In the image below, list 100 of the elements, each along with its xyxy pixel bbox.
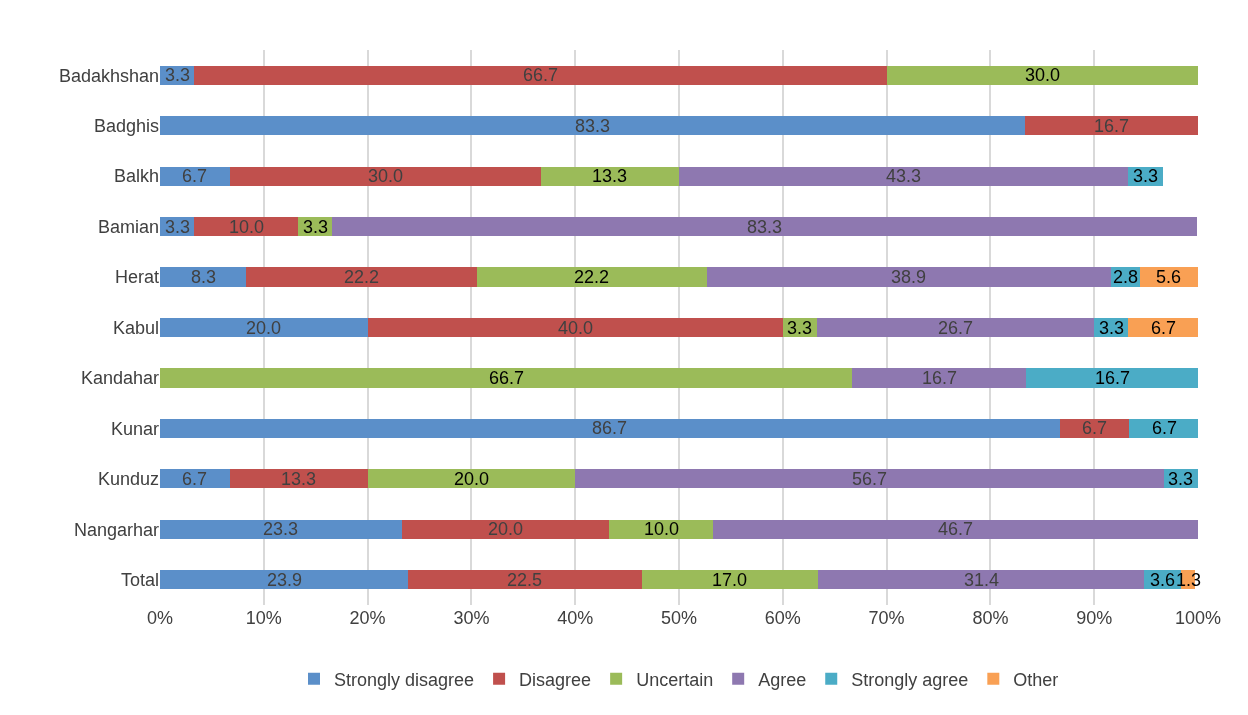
data-label: 40.0 bbox=[558, 318, 594, 338]
bar bbox=[160, 368, 853, 388]
x-tick-label: 100% bbox=[1174, 608, 1222, 628]
bar bbox=[160, 267, 247, 287]
data-label: 6.7 bbox=[182, 469, 208, 489]
bar bbox=[1025, 368, 1198, 388]
x-tick-label: 80% bbox=[972, 608, 1009, 628]
data-label: 3.3 bbox=[165, 217, 191, 237]
bar bbox=[408, 570, 642, 590]
data-label: 22.2 bbox=[574, 267, 610, 287]
data-label: 30.0 bbox=[368, 166, 404, 186]
bar bbox=[246, 267, 477, 287]
y-tick-label: Herat bbox=[114, 267, 159, 288]
y-tick-label: Badghis bbox=[93, 115, 159, 136]
data-label: 3.3 bbox=[787, 318, 813, 338]
data-label: 3.3 bbox=[1099, 318, 1125, 338]
x-tick-label: 20% bbox=[349, 608, 386, 628]
data-label: 13.3 bbox=[592, 166, 628, 186]
x-tick-label: 40% bbox=[557, 608, 594, 628]
bar bbox=[160, 418, 1060, 438]
data-label: 17.0 bbox=[712, 570, 748, 590]
data-label: 22.5 bbox=[507, 570, 543, 590]
x-tick-label: 60% bbox=[764, 608, 801, 628]
data-label: 20.0 bbox=[454, 469, 490, 489]
data-label: 16.7 bbox=[1094, 116, 1130, 136]
bar bbox=[1128, 317, 1198, 338]
x-tick-label: 90% bbox=[1076, 608, 1113, 628]
data-label: 83.3 bbox=[575, 116, 611, 136]
data-label: 66.7 bbox=[489, 368, 525, 388]
y-tick-label: Kandahar bbox=[80, 368, 159, 389]
data-label: 23.9 bbox=[267, 570, 303, 590]
legend-label: Uncertain bbox=[636, 669, 714, 690]
data-label: 83.3 bbox=[747, 217, 783, 237]
data-label: 3.6 bbox=[1150, 570, 1176, 590]
data-label: 20.0 bbox=[246, 318, 282, 338]
data-label: 26.7 bbox=[938, 318, 974, 338]
data-label: 8.3 bbox=[191, 267, 217, 287]
data-label: 6.7 bbox=[1152, 418, 1178, 438]
y-tick-label: Nangarhar bbox=[73, 519, 159, 540]
y-tick-label: Kabul bbox=[112, 317, 159, 338]
bar bbox=[160, 317, 368, 338]
data-label: 6.7 bbox=[182, 166, 208, 186]
x-tick-label: 10% bbox=[245, 608, 282, 628]
data-label: 30.0 bbox=[1025, 65, 1061, 85]
data-label: 46.7 bbox=[938, 519, 974, 539]
data-label: 10.0 bbox=[229, 217, 265, 237]
bar bbox=[229, 166, 541, 186]
data-label: 56.7 bbox=[852, 469, 888, 489]
y-tick-label: Bamian bbox=[97, 216, 159, 237]
x-tick-label: 50% bbox=[660, 608, 698, 628]
bar bbox=[575, 469, 1164, 489]
data-label: 3.3 bbox=[1133, 166, 1159, 186]
bar bbox=[476, 267, 708, 287]
bar bbox=[194, 65, 887, 85]
bar bbox=[367, 317, 783, 338]
legend-label: Agree bbox=[758, 669, 807, 690]
bar bbox=[886, 65, 1198, 85]
bar bbox=[160, 519, 402, 539]
bar bbox=[367, 469, 576, 489]
bar bbox=[401, 519, 610, 539]
bar bbox=[1129, 418, 1198, 438]
legend-label: Other bbox=[1013, 669, 1059, 690]
x-tick-label: 30% bbox=[453, 608, 490, 628]
bar bbox=[160, 116, 1025, 136]
bar bbox=[160, 166, 230, 186]
bar bbox=[852, 368, 1026, 388]
x-tick-label: 0% bbox=[146, 608, 174, 628]
data-label: 86.7 bbox=[592, 418, 628, 438]
data-label: 31.4 bbox=[964, 570, 1000, 590]
bar bbox=[160, 469, 230, 489]
data-label: 23.3 bbox=[263, 519, 299, 539]
y-tick-label: Balkh bbox=[113, 166, 159, 187]
x-tick-label: 70% bbox=[868, 608, 905, 628]
y-tick-label: Kunar bbox=[110, 418, 159, 439]
data-label: 10.0 bbox=[644, 519, 680, 539]
data-label: 16.7 bbox=[1095, 368, 1131, 388]
y-tick-label: Total bbox=[120, 570, 159, 591]
data-label: 2.8 bbox=[1113, 267, 1139, 287]
data-label: 3.3 bbox=[165, 65, 191, 85]
bar bbox=[818, 570, 1145, 590]
data-label: 6.7 bbox=[1151, 318, 1177, 338]
data-label: 66.7 bbox=[523, 65, 559, 85]
legend-label: Strongly agree bbox=[851, 669, 969, 690]
bar bbox=[1024, 116, 1198, 136]
y-tick-label: Badakhshan bbox=[58, 65, 159, 86]
data-label: 43.3 bbox=[886, 166, 922, 186]
y-tick-label: Kunduz bbox=[97, 469, 159, 490]
data-label: 5.6 bbox=[1156, 267, 1182, 287]
data-label: 3.3 bbox=[303, 217, 329, 237]
data-label: 3.3 bbox=[1168, 469, 1194, 489]
bar bbox=[229, 469, 368, 489]
bar bbox=[540, 166, 679, 186]
data-label: 22.2 bbox=[344, 267, 380, 287]
data-label: 38.9 bbox=[891, 267, 927, 287]
bar bbox=[817, 317, 1095, 338]
bar bbox=[1139, 267, 1198, 287]
legend-label: Disagree bbox=[519, 669, 592, 690]
bar bbox=[679, 166, 1129, 186]
bar bbox=[707, 267, 1111, 287]
data-label: 13.3 bbox=[281, 469, 317, 489]
